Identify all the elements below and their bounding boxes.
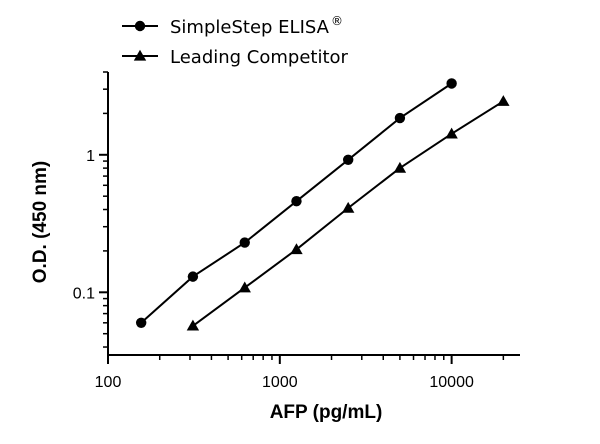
legend-label-superscript: ® bbox=[331, 14, 343, 28]
legend-item-2: Leading Competitor bbox=[122, 47, 349, 68]
data-point bbox=[290, 243, 303, 255]
legend-item-1: SimpleStep ELISA ® bbox=[122, 14, 343, 38]
legend-label: Leading Competitor bbox=[170, 47, 349, 68]
axes: 0.11 100 1000 10000 bbox=[73, 71, 520, 391]
legend: SimpleStep ELISA ® Leading Competitor bbox=[122, 14, 349, 68]
data-point bbox=[291, 195, 302, 207]
x-axis-title: AFP (pg/mL) bbox=[270, 402, 383, 423]
data-point bbox=[239, 237, 250, 248]
x-tick-label: 1000 bbox=[262, 374, 298, 391]
legend-marker bbox=[134, 20, 146, 32]
data-point bbox=[445, 127, 458, 139]
y-minor-ticks bbox=[103, 71, 108, 348]
data-point bbox=[393, 161, 407, 173]
data-point bbox=[135, 317, 147, 329]
series-2 bbox=[186, 95, 510, 331]
y-axis-title: O.D. (450 nm) bbox=[30, 161, 51, 283]
x-minor-ticks bbox=[158, 355, 505, 360]
data-point bbox=[394, 112, 406, 124]
legend-label: SimpleStep ELISA ® bbox=[170, 14, 343, 38]
y-tick-label: 0.1 bbox=[73, 285, 95, 302]
data-point bbox=[186, 319, 200, 331]
data-point bbox=[187, 271, 199, 282]
y-major-ticks: 0.11 bbox=[73, 148, 108, 302]
x-tick-label: 10000 bbox=[429, 374, 474, 391]
data-point bbox=[446, 78, 457, 89]
data-point bbox=[342, 154, 354, 165]
data-point bbox=[341, 201, 355, 213]
x-major-ticks: 100 1000 10000 bbox=[95, 355, 474, 391]
x-tick-label: 100 bbox=[95, 374, 122, 391]
series-1 bbox=[135, 78, 457, 329]
legend-marker bbox=[133, 49, 147, 61]
data-point bbox=[238, 281, 251, 293]
series-layer bbox=[135, 78, 510, 331]
y-tick-label: 1 bbox=[86, 148, 95, 165]
data-point bbox=[497, 95, 510, 106]
